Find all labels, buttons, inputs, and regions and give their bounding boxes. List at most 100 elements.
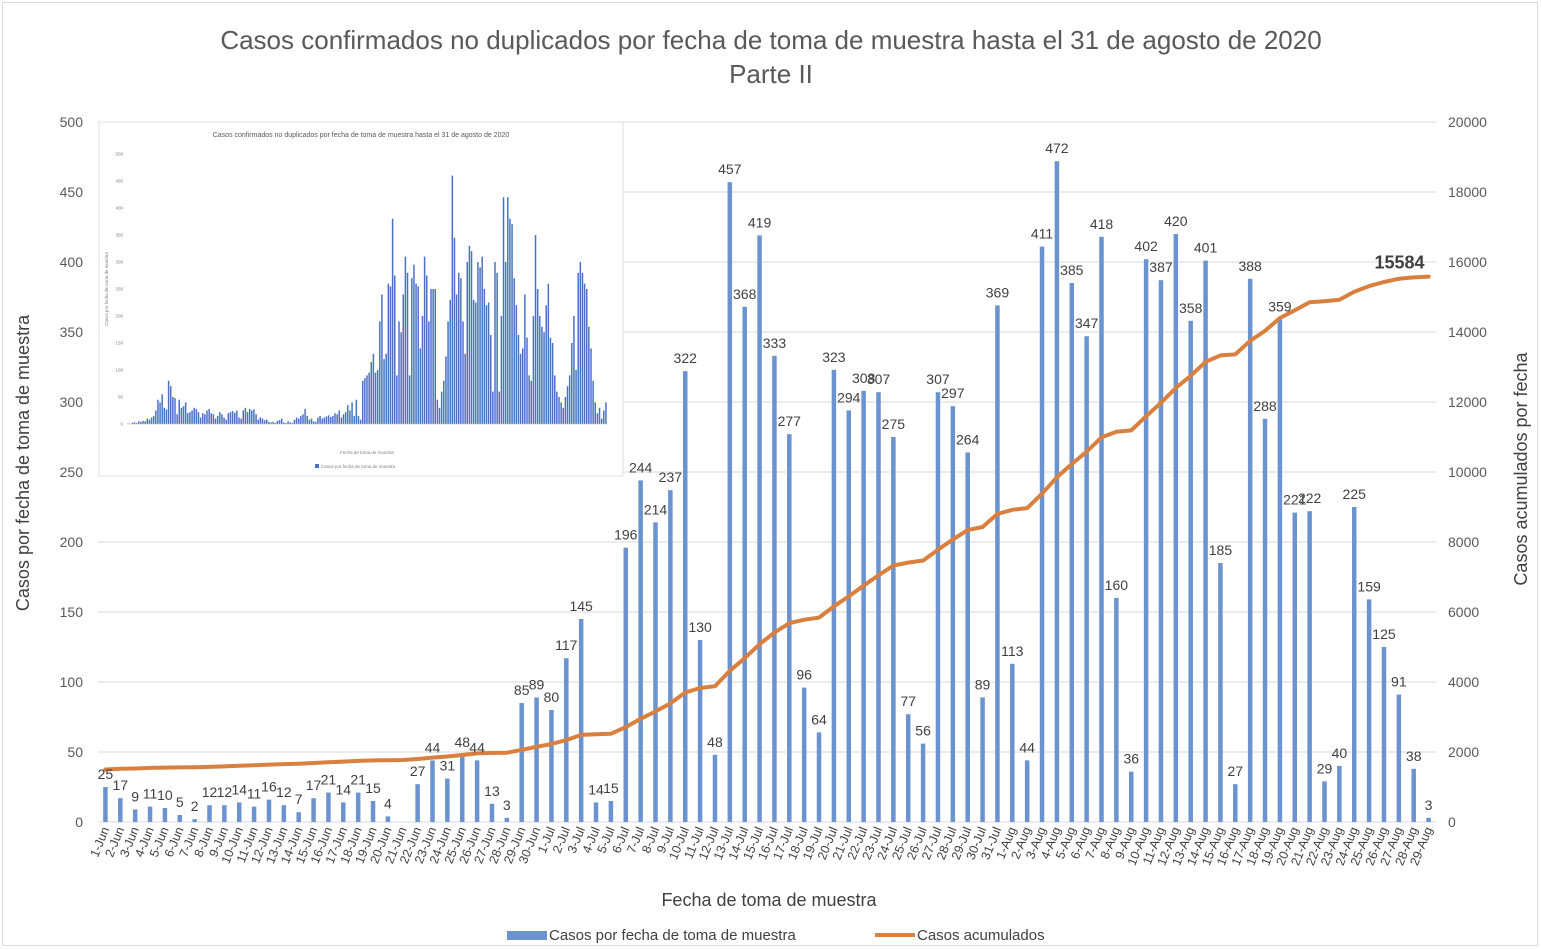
- data-label: 358: [1179, 300, 1203, 316]
- inset-bar: [558, 397, 560, 424]
- inset-bar: [383, 359, 385, 424]
- inset-bar: [227, 413, 230, 424]
- inset-bar: [385, 353, 387, 424]
- bar-series: [103, 161, 1431, 823]
- data-label: 117: [555, 637, 578, 653]
- data-label: 307: [926, 371, 950, 387]
- inset-bar: [297, 418, 300, 424]
- data-label: 13: [484, 783, 500, 799]
- inset-bar: [199, 417, 202, 424]
- data-label: 31: [440, 758, 456, 774]
- inset-bar: [212, 414, 215, 424]
- inset-bar: [353, 415, 355, 424]
- inset-bar: [600, 418, 603, 424]
- inset-x-axis-title: Fecha de toma de muestra: [340, 450, 394, 455]
- inset-bar: [336, 414, 338, 424]
- bar: [147, 806, 153, 822]
- inset-bar: [274, 422, 277, 424]
- inset-bar: [349, 410, 351, 424]
- inset-bar: [553, 375, 556, 424]
- inset-bar: [406, 272, 409, 424]
- inset-bar: [265, 419, 268, 424]
- data-label: 48: [707, 734, 723, 750]
- data-label: 11: [143, 786, 158, 802]
- data-label: 64: [811, 711, 827, 727]
- y2-tick-label: 18000: [1448, 184, 1487, 200]
- bar: [593, 802, 599, 822]
- data-label: 159: [1357, 578, 1381, 594]
- legend-bar-swatch: [507, 931, 547, 940]
- inset-bar: [603, 410, 605, 424]
- inset-bar: [204, 414, 206, 424]
- inset-bar: [543, 332, 545, 424]
- inset-bar: [195, 408, 198, 424]
- inset-bar: [585, 289, 588, 424]
- inset-bar: [483, 289, 486, 424]
- inset-bar: [272, 421, 274, 424]
- data-label: 359: [1268, 298, 1292, 314]
- bar: [370, 801, 376, 822]
- inset-bar: [278, 420, 281, 424]
- inset-bar: [489, 334, 492, 424]
- inset-bar: [398, 321, 400, 424]
- inset-bar: [393, 275, 396, 424]
- inset-bar: [498, 391, 501, 424]
- data-label: 14: [588, 781, 604, 797]
- inset-bar: [443, 380, 445, 424]
- inset-legend-swatch: [315, 464, 319, 468]
- bar: [1218, 563, 1223, 822]
- bar: [222, 805, 227, 822]
- inset-bar: [340, 417, 343, 424]
- data-label: 10: [157, 787, 173, 803]
- legend: Casos por fecha de toma de muestra Casos…: [507, 927, 1045, 944]
- inset-chart: Casos confirmados no duplicados por fech…: [98, 121, 624, 477]
- data-label: 457: [718, 161, 742, 177]
- y-tick-label: 450: [60, 184, 84, 200]
- inset-bar: [344, 412, 347, 424]
- inset-bar: [210, 413, 213, 424]
- bar: [668, 490, 673, 822]
- inset-bar: [532, 316, 535, 424]
- bar: [1307, 511, 1312, 822]
- inset-bar: [389, 286, 392, 424]
- inset-bar: [317, 417, 319, 424]
- inset-bar: [524, 294, 526, 424]
- inset-bar: [513, 278, 515, 424]
- data-label: 387: [1149, 259, 1173, 275]
- data-label: 307: [867, 371, 891, 387]
- inset-bar: [148, 419, 151, 424]
- inset-bar: [135, 422, 138, 424]
- inset-bar: [568, 375, 571, 424]
- inset-bar: [152, 415, 155, 424]
- data-label: 3: [1425, 797, 1433, 813]
- inset-bar: [381, 294, 383, 424]
- bar: [1203, 260, 1208, 823]
- inset-bar: [295, 417, 298, 424]
- inset-bar: [551, 343, 554, 424]
- bar: [1158, 280, 1164, 822]
- bar: [623, 547, 629, 822]
- inset-bar: [289, 422, 291, 424]
- bar: [1292, 512, 1298, 822]
- data-label: 125: [1372, 626, 1396, 642]
- data-label: 36: [1123, 751, 1139, 767]
- inset-bar: [216, 415, 219, 424]
- bar: [757, 235, 762, 822]
- bar: [1128, 771, 1134, 822]
- inset-bar: [541, 326, 543, 424]
- bar: [1366, 599, 1372, 822]
- y-axis-right-ticks: 0 2000 4000 6000 8000 10000 12000 14000 16000 180…: [1448, 114, 1487, 830]
- bar: [415, 784, 420, 822]
- bar: [1247, 278, 1253, 822]
- inset-bar: [355, 399, 358, 424]
- inset-bar: [502, 197, 505, 424]
- inset-legend-label: Casos por fecha de toma de muestra: [321, 464, 396, 469]
- data-label: 308: [852, 370, 876, 386]
- bar: [236, 802, 242, 822]
- inset-bar: [189, 412, 191, 424]
- inset-bar: [176, 414, 178, 424]
- data-label: 244: [629, 459, 653, 475]
- inset-bar: [545, 305, 547, 424]
- inset-bar: [517, 334, 520, 424]
- bar: [1188, 320, 1193, 822]
